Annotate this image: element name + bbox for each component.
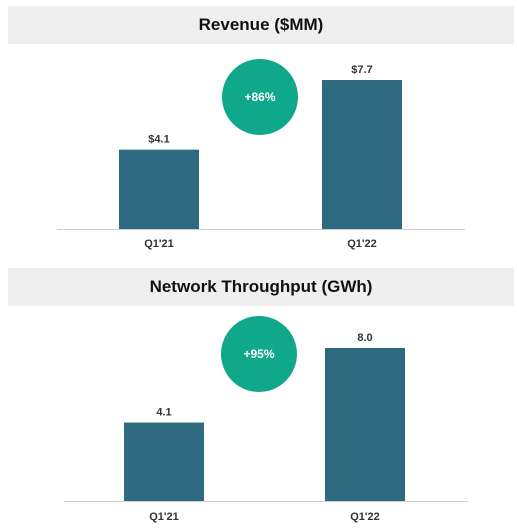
throughput-chart-panel: Network Throughput (GWh) 4.1 Q1'21 8.0 Q1'2…	[0, 262, 517, 530]
throughput-chart-title: Network Throughput (GWh)	[149, 277, 373, 296]
data-label: $4.1	[148, 134, 169, 146]
throughput-chart: 4.1 Q1'21 8.0 Q1'22 +95%	[64, 316, 468, 523]
bar-q122	[322, 80, 402, 230]
x-tick-label: Q1'22	[347, 238, 377, 250]
x-tick-label: Q1'21	[144, 238, 174, 250]
bar-q121	[124, 422, 204, 501]
x-tick-label: Q1'21	[149, 511, 179, 523]
data-label: $7.7	[351, 64, 372, 76]
throughput-chart-title-bar: Network Throughput (GWh)	[8, 268, 514, 306]
revenue-chart-title: Revenue ($MM)	[198, 15, 324, 34]
bar-q122	[325, 347, 405, 501]
data-label: 8.0	[357, 332, 372, 344]
growth-badge-label: +95%	[243, 347, 274, 361]
revenue-chart: $4.1 Q1'21 $7.7 Q1'22 +86%	[57, 59, 465, 250]
x-tick-label: Q1'22	[350, 511, 380, 523]
data-label: 4.1	[156, 407, 171, 419]
bar-q121	[119, 149, 199, 229]
revenue-chart-panel: Revenue ($MM) $4.1 Q1'21 $7.7 Q1'22 +86%	[0, 0, 517, 262]
growth-badge	[222, 59, 298, 135]
growth-badge-label: +86%	[244, 90, 275, 104]
growth-badge	[221, 316, 297, 392]
revenue-chart-title-bar: Revenue ($MM)	[8, 6, 514, 44]
